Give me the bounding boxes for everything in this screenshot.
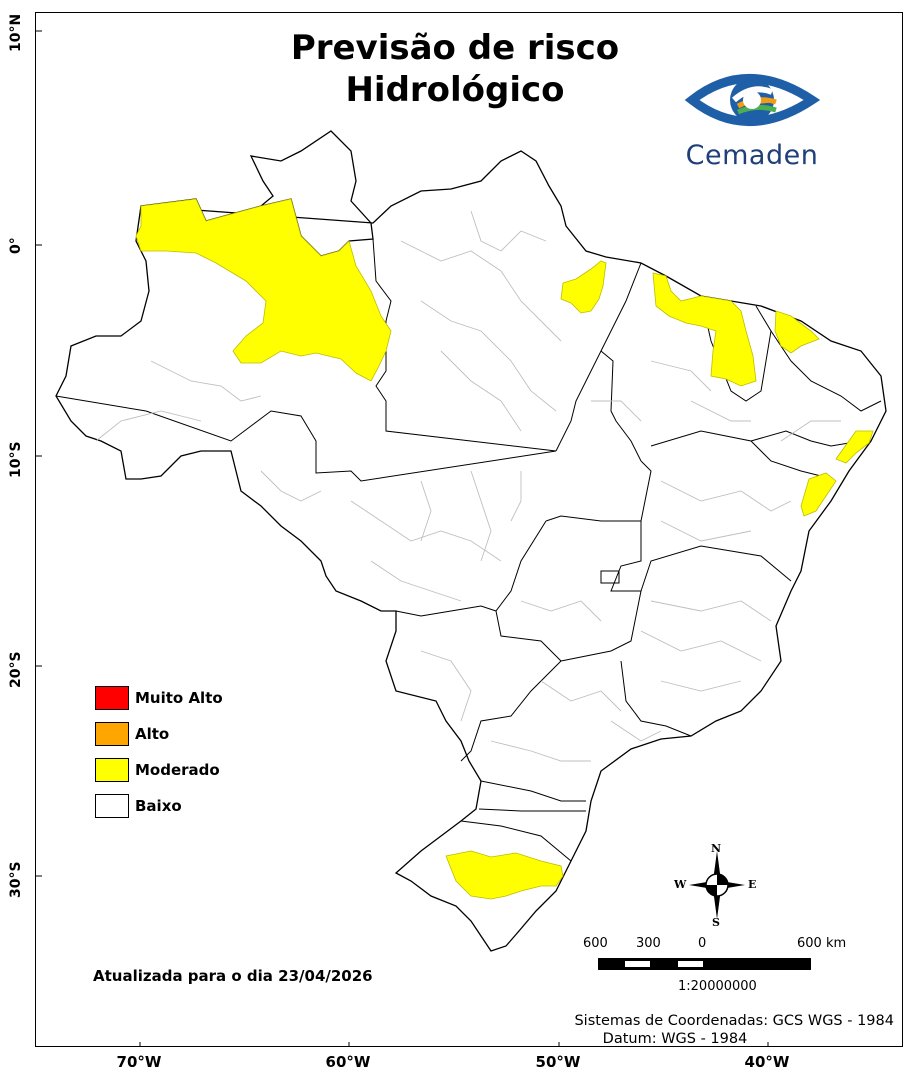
update-date: Atualizada para o dia 23/04/2026 (93, 967, 373, 985)
scale-tick-300: 300 (636, 936, 661, 951)
moderate-risk-zones (135, 198, 874, 900)
map-canvas (36, 30, 887, 1046)
moderate-zone-amazonas (135, 198, 392, 382)
legend-swatch-baixo (95, 794, 129, 818)
legend-item-muito-alto: Muito Alto (95, 685, 223, 711)
moderate-zone-ceara (774, 310, 820, 354)
legend-item-baixo: Baixo (95, 793, 182, 819)
cemaden-logo-icon (684, 74, 821, 126)
datum-text: Datum: WGS - 1984 (602, 1031, 748, 1047)
lon-label-50w: 50°W (535, 1053, 581, 1071)
scale-bar (598, 958, 811, 970)
map-title-line2: Hidrológico (345, 70, 565, 110)
compass-rose (689, 851, 745, 919)
scale-tick-600-km: 600 km (797, 936, 847, 951)
lat-label-10s: 10°S (8, 441, 24, 478)
moderate-zone-rio-grande-sul (445, 850, 564, 900)
compass-north: N (711, 842, 722, 855)
legend-label-baixo: Baixo (135, 797, 182, 815)
lat-label-30s: 30°S (8, 861, 24, 898)
lat-label-10n: 10°N (8, 13, 24, 52)
moderate-zone-maranhao (652, 272, 757, 387)
legend-swatch-alto (95, 722, 129, 746)
legend-label-moderado: Moderado (135, 761, 220, 779)
legend-swatch-muito-alto (95, 686, 129, 710)
map-frame (35, 12, 903, 1047)
lat-label-0: 0° (8, 237, 24, 254)
map-title-line1: Previsão de risco (290, 28, 620, 68)
coordinate-system-text: Sistemas de Coordenadas: GCS WGS - 1984 (574, 1013, 894, 1029)
moderate-zone-amapa-para (560, 260, 607, 314)
compass-east: E (748, 878, 757, 891)
legend-label-alto: Alto (135, 725, 170, 743)
lon-label-40w: 40°W (744, 1053, 790, 1071)
lon-label-60w: 60°W (325, 1053, 371, 1071)
scale-tick-600: 600 (583, 936, 608, 951)
cemaden-logo-text: Cemaden (685, 140, 819, 171)
state-borders (55, 238, 882, 862)
legend-swatch-moderado (95, 758, 129, 782)
frame-ticks (36, 30, 769, 1046)
scale-tick-0: 0 (698, 936, 707, 951)
moderate-zone-alagoas (800, 472, 837, 517)
compass-west: W (674, 878, 687, 891)
moderate-zone-pernambuco (835, 430, 874, 464)
region-borders (95, 210, 841, 872)
compass-south: S (712, 916, 720, 929)
lat-label-20s: 20°S (8, 651, 24, 688)
lon-label-70w: 70°W (116, 1053, 162, 1071)
legend-item-alto: Alto (95, 721, 169, 747)
legend-item-moderado: Moderado (95, 757, 220, 783)
legend-label-muito-alto: Muito Alto (135, 689, 223, 707)
scale-ratio: 1:20000000 (678, 979, 757, 994)
